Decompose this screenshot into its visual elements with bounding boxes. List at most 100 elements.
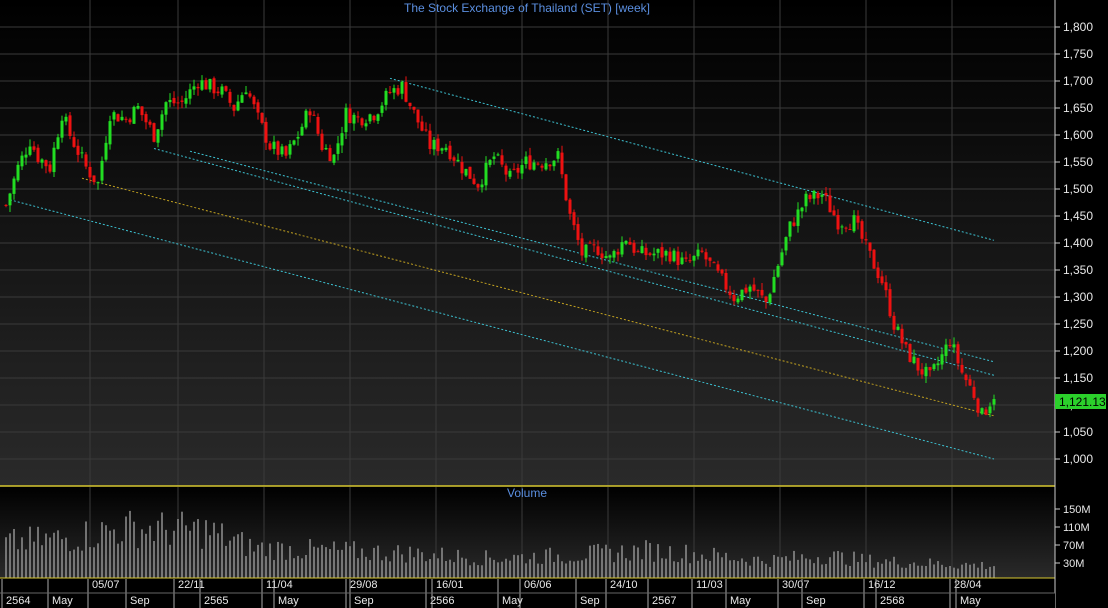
price-tick-label: 1,700 — [1063, 74, 1093, 88]
candle-body — [704, 252, 708, 260]
candle-body — [380, 105, 384, 113]
candle-body — [604, 256, 608, 259]
candle-body — [312, 114, 316, 116]
candle-body — [232, 104, 236, 111]
candle-body — [920, 369, 924, 375]
volume-title: Volume — [507, 486, 547, 500]
candle-body — [224, 86, 228, 91]
candle-body — [416, 109, 420, 123]
date-label: 11/03 — [696, 579, 723, 591]
candle-body — [308, 111, 312, 116]
channel-line — [389, 77, 995, 241]
candle-body — [208, 78, 212, 90]
candle-body — [736, 298, 740, 303]
date-label: 05/07 — [92, 579, 120, 591]
candle-body — [744, 287, 748, 293]
candle-body — [252, 96, 256, 105]
candle-body — [980, 408, 984, 414]
date-label: Sep — [806, 595, 826, 607]
candle-body — [628, 241, 632, 245]
candle-body — [420, 121, 424, 131]
candle-body — [884, 282, 888, 291]
candle-body — [596, 246, 600, 255]
candle-body — [724, 272, 728, 290]
candle-body — [588, 242, 592, 244]
candle-body — [408, 102, 412, 107]
candle-body — [480, 184, 484, 188]
candle-body — [728, 291, 732, 296]
date-label: 2566 — [430, 595, 454, 607]
price-tick-label: 1,000 — [1063, 452, 1093, 466]
candle-body — [292, 140, 296, 145]
candle-body — [160, 114, 164, 130]
candle-body — [260, 112, 264, 123]
candle-body — [396, 88, 400, 95]
candle-body — [976, 398, 980, 413]
candle-body — [280, 146, 284, 155]
candle-body — [568, 199, 572, 214]
candle-body — [76, 145, 80, 155]
volume-tick-label: 150M — [1063, 504, 1091, 516]
candles — [4, 75, 996, 418]
candle-body — [548, 164, 552, 167]
candle-body — [648, 253, 652, 255]
candle-body — [52, 147, 56, 173]
candle-body — [368, 114, 372, 122]
candle-body — [288, 144, 292, 155]
candle-body — [516, 167, 520, 173]
candle-body — [36, 147, 40, 162]
candle-body — [24, 154, 28, 158]
candle-body — [80, 152, 84, 154]
candle-body — [972, 386, 976, 398]
candle-body — [412, 106, 416, 110]
channel-line — [189, 150, 995, 363]
candle-body — [144, 114, 148, 123]
candle-body — [272, 141, 276, 149]
candle-body — [992, 399, 996, 405]
candle-body — [656, 249, 660, 253]
candle-body — [984, 409, 988, 415]
candle-body — [696, 249, 700, 257]
candle-body — [212, 78, 216, 94]
candle-body — [220, 86, 224, 95]
candle-body — [524, 156, 528, 164]
candle-body — [624, 240, 628, 244]
candle-body — [32, 146, 36, 150]
candle-body — [400, 81, 404, 94]
candle-body — [528, 155, 532, 170]
candle-body — [472, 178, 476, 184]
candle-body — [816, 193, 820, 199]
volume-bars — [5, 510, 995, 578]
candle-body — [632, 242, 636, 253]
candle-body — [148, 121, 152, 125]
candle-body — [388, 91, 392, 93]
volume-tick-label: 70M — [1063, 540, 1084, 552]
candle-body — [200, 80, 204, 90]
candle-body — [60, 120, 64, 138]
candle-body — [72, 137, 76, 147]
chart-title: The Stock Exchange of Thailand (SET) [we… — [404, 1, 650, 15]
candle-body — [428, 130, 432, 150]
candle-body — [156, 129, 160, 143]
candle-body — [180, 100, 184, 102]
date-label: 22/11 — [178, 579, 205, 591]
candle-body — [888, 289, 892, 317]
candle-body — [804, 193, 808, 207]
candle-body — [908, 343, 912, 362]
candle-body — [752, 284, 756, 291]
candle-body — [68, 115, 72, 136]
candle-body — [836, 214, 840, 230]
date-label: Sep — [580, 595, 600, 607]
candle-body — [680, 257, 684, 265]
candle-body — [284, 146, 288, 156]
candle-body — [608, 255, 612, 258]
price-tick-label: 1,650 — [1063, 101, 1093, 115]
candle-body — [484, 162, 488, 186]
date-label: 2567 — [652, 595, 676, 607]
candle-body — [556, 151, 560, 159]
candle-body — [444, 147, 448, 151]
candle-body — [636, 251, 640, 253]
candle-body — [296, 136, 300, 139]
date-label: Sep — [354, 595, 374, 607]
last-price-marker: 1,121.13 — [1055, 394, 1106, 409]
